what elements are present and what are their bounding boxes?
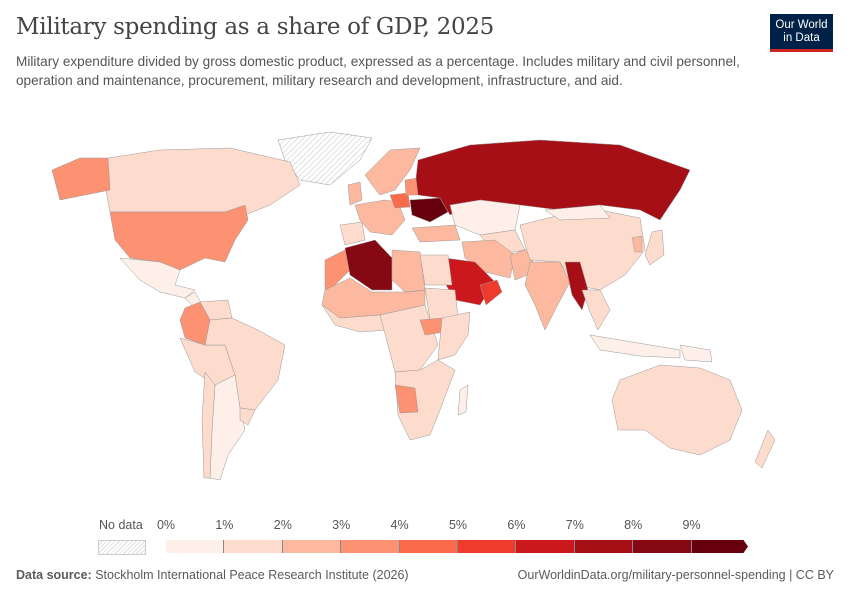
data-source-label: Data source: [16, 568, 92, 582]
legend-tick: 7% [565, 518, 584, 532]
legend-no-data-swatch[interactable] [98, 540, 146, 555]
legend-bin[interactable] [341, 540, 400, 553]
region-korea[interactable] [631, 235, 643, 253]
region-japan[interactable] [644, 229, 665, 266]
footer-url[interactable]: OurWorldinData.org/military-personnel-sp… [517, 568, 834, 582]
region-oman[interactable] [479, 279, 503, 306]
legend-tick: 3% [332, 518, 351, 532]
legend-bin[interactable] [574, 540, 634, 553]
region-iran[interactable] [461, 239, 516, 279]
region-uk[interactable] [347, 181, 363, 206]
region-libya[interactable] [391, 249, 426, 293]
legend-bin[interactable] [458, 540, 517, 553]
region-east-africa[interactable] [437, 311, 471, 361]
data-source: Data source: Stockholm International Pea… [16, 568, 409, 582]
legend-no-data-label: No data [99, 518, 143, 532]
legend-bin[interactable] [166, 540, 225, 553]
legend-tick: 9% [682, 518, 701, 532]
region-myanmar[interactable] [564, 261, 589, 311]
region-india[interactable] [524, 261, 571, 331]
region-turkey[interactable] [411, 224, 461, 243]
region-iberia[interactable] [339, 221, 366, 246]
region-alaska[interactable] [51, 157, 111, 201]
region-southern-africa[interactable] [394, 359, 456, 441]
region-poland[interactable] [389, 192, 411, 209]
region-scandinavia[interactable] [364, 147, 421, 196]
legend-bin[interactable] [516, 540, 575, 553]
region-uruguay[interactable] [239, 407, 256, 426]
region-botswana-namibia[interactable] [394, 384, 419, 414]
legend-tick: 8% [624, 518, 643, 532]
subtitle: Military expenditure divided by gross do… [16, 54, 740, 88]
region-new-zealand[interactable] [754, 429, 776, 469]
region-usa[interactable] [109, 204, 249, 271]
region-southeast-asia[interactable] [581, 289, 611, 331]
legend-tick: 2% [273, 518, 292, 532]
region-australia[interactable] [611, 364, 743, 456]
data-source-text: Stockholm International Peace Research I… [95, 568, 409, 582]
region-chile[interactable] [201, 371, 216, 479]
legend-bin[interactable] [633, 540, 692, 553]
region-sudan[interactable] [424, 287, 459, 321]
region-ukraine[interactable] [409, 197, 449, 223]
legend-bin[interactable] [691, 540, 748, 553]
logo-line-1: Our World [775, 19, 828, 31]
page-title: Military spending as a share of GDP, 202… [16, 14, 495, 40]
region-papua[interactable] [679, 344, 713, 363]
legend-bin[interactable] [282, 540, 342, 553]
legend-bin[interactable] [224, 540, 283, 553]
legend-tick: 0% [156, 518, 176, 532]
owid-logo[interactable]: Our World in Data [770, 14, 833, 52]
legend: No data 0% 1% 2% 3% 4% 5% 6% 7% 8% 9% [0, 515, 850, 555]
region-mongolia[interactable] [544, 204, 611, 221]
region-egypt[interactable] [419, 254, 453, 286]
region-mexico[interactable] [119, 257, 196, 299]
legend-tick: 6% [507, 518, 526, 532]
region-canada[interactable] [104, 147, 301, 216]
world-map [51, 131, 776, 481]
logo-line-2: in Data [783, 32, 820, 44]
region-indonesia[interactable] [589, 334, 681, 359]
legend-tick: 4% [390, 518, 409, 532]
region-kazakhstan[interactable] [449, 199, 521, 236]
region-madagascar[interactable] [457, 384, 469, 416]
legend-tick: 5% [448, 518, 468, 532]
legend-tick: 1% [215, 518, 234, 532]
region-algeria[interactable] [344, 239, 393, 291]
legend-bin[interactable] [399, 540, 458, 553]
